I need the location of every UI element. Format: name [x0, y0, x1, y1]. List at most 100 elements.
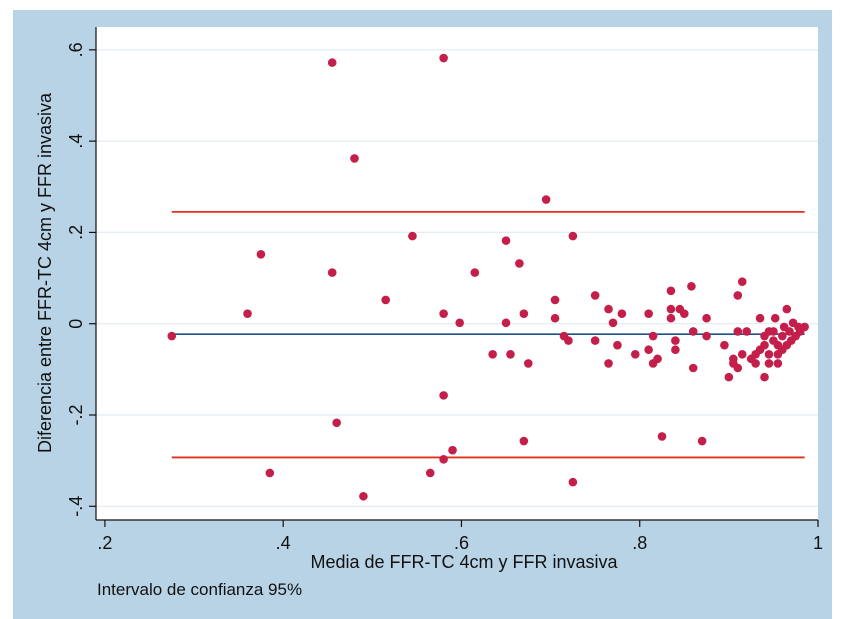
data-point: [644, 345, 653, 355]
data-point: [617, 309, 627, 318]
data-point: [657, 432, 667, 441]
y-tick-label: .4: [66, 134, 86, 149]
data-point: [687, 281, 696, 291]
data-point: [501, 236, 511, 245]
data-point: [488, 349, 497, 359]
data-point: [764, 359, 774, 368]
data-point: [697, 436, 707, 446]
data-point: [425, 468, 435, 478]
data-point: [666, 286, 676, 296]
data-point: [604, 304, 613, 314]
data-point: [737, 277, 747, 287]
data-point: [733, 363, 743, 373]
data-point: [702, 331, 711, 341]
data-point: [769, 327, 778, 336]
data-point: [608, 318, 618, 328]
data-point: [702, 313, 711, 323]
data-point: [439, 391, 448, 400]
y-tick-label: .2: [66, 225, 86, 240]
data-point: [524, 359, 533, 368]
data-point: [671, 345, 680, 355]
data-point: [167, 331, 177, 341]
y-axis-ticks: -.4 -.2 0 .2 .4 .6: [66, 42, 96, 517]
data-point: [256, 250, 266, 259]
data-point: [550, 295, 560, 305]
x-tick-label: 1: [813, 533, 823, 553]
data-point: [688, 327, 698, 336]
data-point: [770, 313, 780, 323]
data-point: [671, 336, 680, 345]
data-point: [515, 259, 524, 268]
data-point: [653, 354, 662, 364]
data-point: [327, 268, 337, 277]
data-point: [688, 363, 698, 373]
y-tick-label: -.4: [66, 496, 86, 517]
data-point: [751, 359, 760, 368]
chart-frame: .2 .4 .6 .8 1 -.4 -.2 0 .2 .4 .6 Media de FFR-TC …: [13, 10, 832, 619]
data-point: [604, 359, 613, 368]
data-point: [439, 454, 448, 464]
data-point: [350, 154, 359, 163]
x-tick-label: .2: [97, 533, 112, 553]
data-point: [800, 322, 809, 332]
data-point: [648, 331, 658, 341]
data-point: [764, 349, 774, 359]
data-point: [541, 195, 551, 204]
data-point: [455, 318, 464, 328]
data-point: [359, 491, 368, 501]
data-point: [327, 58, 337, 67]
data-point: [644, 309, 653, 318]
data-point: [760, 372, 769, 382]
y-tick-label: 0: [66, 319, 86, 329]
reference-lines: [171, 210, 805, 459]
data-point: [630, 349, 640, 359]
y-axis-title: Diferencia entre FFR-TC 4cm y FFR invasi…: [35, 92, 55, 453]
data-point: [733, 327, 743, 336]
data-point: [666, 313, 676, 323]
x-tick-label: .8: [632, 533, 647, 553]
data-point: [439, 53, 448, 63]
data-point: [408, 231, 417, 241]
x-tick-label: .4: [276, 533, 291, 553]
data-point: [666, 304, 676, 314]
data-point: [265, 468, 275, 478]
data-point: [243, 309, 252, 318]
data-point: [519, 436, 529, 446]
y-tick-label: -.2: [66, 405, 86, 426]
data-point: [613, 340, 622, 350]
data-point: [724, 372, 734, 382]
data-point: [737, 349, 747, 359]
data-point: [755, 313, 765, 323]
data-point: [506, 349, 515, 359]
y-tick-label: .6: [66, 42, 86, 57]
data-point: [785, 327, 794, 336]
confidence-interval-note: Intervalo de confianza 95%: [97, 580, 303, 599]
data-point: [448, 445, 457, 455]
x-axis-ticks: .2 .4 .6 .8 1: [97, 520, 823, 553]
data-point: [568, 231, 578, 241]
x-tick-label: .6: [454, 533, 469, 553]
data-point: [733, 291, 743, 300]
data-point: [550, 313, 560, 323]
data-point: [742, 327, 751, 336]
data-point: [439, 309, 448, 318]
data-point: [568, 477, 578, 487]
data-point: [381, 295, 390, 305]
data-point: [773, 359, 783, 368]
data-point: [470, 268, 480, 277]
data-point: [782, 304, 792, 314]
data-point: [679, 309, 689, 318]
plot-area: [96, 27, 818, 520]
data-point: [501, 318, 511, 328]
data-point: [778, 331, 787, 341]
data-point: [720, 340, 729, 350]
data-point: [332, 418, 341, 428]
data-point: [590, 336, 600, 345]
data-points: [167, 53, 809, 501]
data-point: [564, 336, 573, 345]
data-point: [519, 309, 529, 318]
data-point: [590, 291, 600, 300]
x-axis-title: Media de FFR-TC 4cm y FFR invasiva: [310, 552, 618, 572]
data-point: [760, 340, 769, 350]
bland-altman-plot: .2 .4 .6 .8 1 -.4 -.2 0 .2 .4 .6 Media de FFR-TC …: [35, 27, 823, 572]
